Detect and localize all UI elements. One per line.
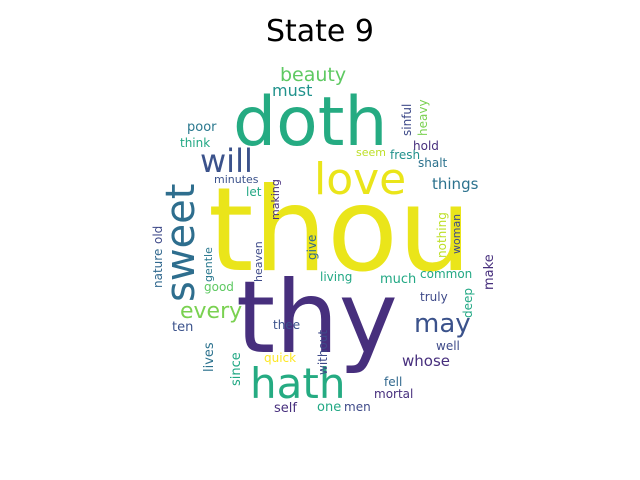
word-making: making [269,179,282,220]
word-truly: truly [420,290,448,304]
word-deep: deep [461,288,475,318]
word-poor: poor [187,120,217,135]
word-shalt: shalt [418,156,448,170]
word-must: must [272,81,312,100]
word-sinful: sinful [400,104,414,136]
word-fell: fell [384,375,402,389]
word-old: old [151,226,165,244]
word-whose: whose [402,352,450,370]
word-let: let [246,185,262,199]
word-mortal: mortal [374,387,413,401]
word-seem: seem [356,146,386,159]
word-love: love [314,154,406,205]
word-since: since [229,352,244,386]
word-beauty: beauty [280,64,346,86]
word-good: good [204,280,234,294]
word-lives: lives [202,342,217,372]
word-sweet: sweet [158,184,204,302]
word-give: give [305,235,319,260]
word-much: much [380,272,416,287]
word-one: one [317,400,341,415]
word-make: make [482,254,497,290]
word-minutes: minutes [214,173,259,186]
word-every: every [180,299,242,324]
word-nature: nature [151,249,165,288]
word-heavy: heavy [416,99,430,136]
page-title: State 9 [265,14,375,49]
word-thou: thou [208,163,472,298]
word-common: common [420,267,472,281]
word-hath: hath [250,359,345,408]
word-think: think [180,136,210,150]
word-may: may [414,309,471,339]
word-self: self [274,401,297,416]
word-fresh: fresh [390,148,420,162]
word-ten: ten [172,320,193,335]
word-woman: woman [450,214,463,254]
word-living: living [320,270,352,284]
word-thee: thee [273,318,300,332]
word-without: without [316,330,330,375]
word-doth: doth [233,83,388,162]
word-gentle: gentle [202,247,215,282]
word-nothing: nothing [435,212,449,258]
word-thy: thy [236,259,398,376]
word-will: will [200,142,253,180]
word-well: well [436,339,460,353]
word-hold: hold [413,139,439,153]
word-men: men [344,400,371,414]
word-heaven: heaven [252,241,265,282]
word-things: things [432,175,479,193]
word-quick: quick [264,351,296,365]
